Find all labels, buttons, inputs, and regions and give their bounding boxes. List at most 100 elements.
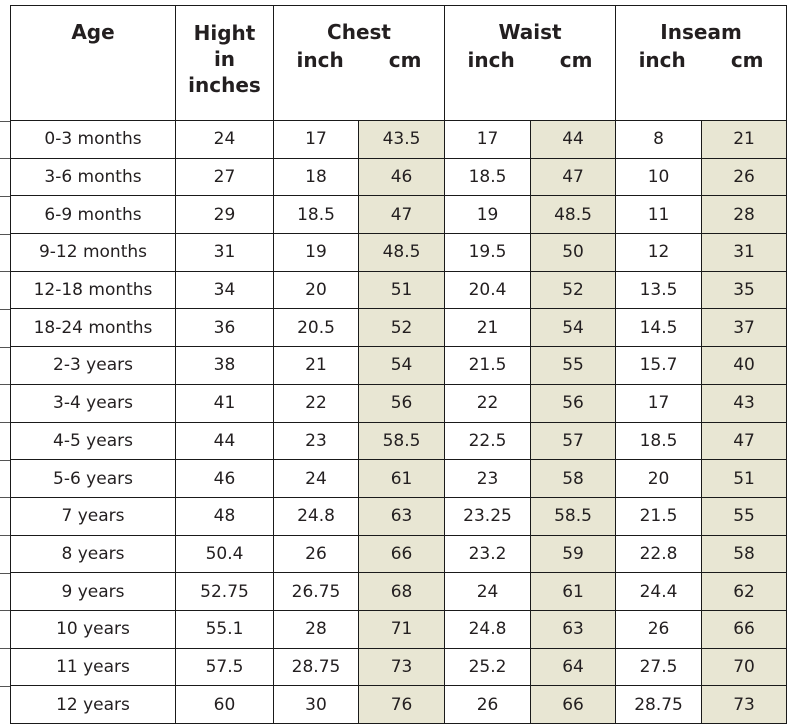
value-cell: 26 [701, 157, 788, 197]
value-cell: 22 [444, 383, 532, 423]
value-cell: 22 [273, 383, 359, 423]
value-cell: 27 [175, 157, 274, 197]
value-cell: 50.4 [175, 534, 274, 574]
group-header: Inseam inch cm [615, 5, 788, 121]
value-cell: 44 [175, 421, 274, 461]
table-row: 0-3 months 24 17 43.5 17 44 8 21 [10, 120, 788, 159]
table-body: 0-3 months 24 17 43.5 17 44 8 21 3-6 months 27 18 4… [10, 120, 788, 724]
value-cell: 25.2 [444, 647, 532, 687]
value-cell: 21 [701, 120, 788, 159]
value-cell: 26 [444, 685, 532, 724]
table-row: 8 years 50.4 26 66 23.2 59 22.8 58 [10, 534, 788, 574]
value-cell: 28 [273, 609, 359, 649]
table-row: 4-5 years 44 23 58.5 22.5 57 18.5 47 [10, 421, 788, 461]
unit-label: inch [296, 48, 344, 72]
size-table: Age Hight in inches Chest inch cm Waist inch… [10, 5, 788, 724]
height-line: inches [188, 73, 261, 97]
value-cell: 28 [701, 195, 788, 235]
unit-label: cm [730, 48, 764, 72]
value-cell: 28.75 [615, 685, 703, 724]
value-cell: 52 [530, 270, 617, 310]
value-cell: 40 [701, 346, 788, 385]
value-cell: 60 [175, 685, 274, 724]
edge-tick [0, 648, 10, 650]
height-line: in [213, 47, 236, 71]
value-cell: 19 [444, 195, 532, 235]
value-cell: 23.25 [444, 496, 532, 536]
value-cell: 36 [175, 308, 274, 348]
edge-tick [0, 308, 10, 310]
value-cell: 18 [273, 157, 359, 197]
value-cell: 24 [273, 459, 359, 498]
edge-tick [0, 610, 10, 612]
age-cell: 4-5 years [10, 421, 176, 461]
value-cell: 48.5 [357, 233, 446, 272]
value-cell: 70 [701, 647, 788, 687]
value-cell: 57 [530, 421, 617, 461]
edge-tick [0, 459, 10, 461]
value-cell: 54 [530, 308, 617, 348]
value-cell: 50 [530, 233, 617, 272]
edge-tick [0, 233, 10, 235]
age-cell: 18-24 months [10, 308, 176, 348]
value-cell: 17 [444, 120, 532, 159]
value-cell: 52 [357, 308, 446, 348]
age-cell: 3-6 months [10, 157, 176, 197]
value-cell: 34 [175, 270, 274, 310]
value-cell: 30 [273, 685, 359, 724]
value-cell: 24.4 [615, 572, 703, 611]
value-cell: 44 [530, 120, 617, 159]
value-cell: 21.5 [615, 496, 703, 536]
group-header: Waist inch cm [444, 5, 617, 121]
value-cell: 20.5 [273, 308, 359, 348]
value-cell: 18.5 [273, 195, 359, 235]
edge-tick [0, 271, 10, 273]
value-cell: 58.5 [357, 421, 446, 461]
value-cell: 26 [273, 534, 359, 574]
value-cell: 20 [615, 459, 703, 498]
value-cell: 61 [357, 459, 446, 498]
value-cell: 56 [530, 383, 617, 423]
unit-label: cm [559, 48, 593, 72]
value-cell: 18.5 [615, 421, 703, 461]
value-cell: 48 [175, 496, 274, 536]
value-cell: 47 [530, 157, 617, 197]
value-cell: 18.5 [444, 157, 532, 197]
table-row: 5-6 years 46 24 61 23 58 20 51 [10, 459, 788, 498]
value-cell: 19.5 [444, 233, 532, 272]
age-header: Age [10, 5, 176, 121]
value-cell: 26 [615, 609, 703, 649]
value-cell: 17 [273, 120, 359, 159]
value-cell: 17 [615, 383, 703, 423]
edge-tick [0, 422, 10, 423]
edge-tick [0, 685, 10, 687]
edge-tick [0, 535, 10, 537]
table-row: 3-6 months 27 18 46 18.5 47 10 26 [10, 157, 788, 197]
value-cell: 59 [530, 534, 617, 574]
table-row: 9 years 52.75 26.75 68 24 61 24.4 62 [10, 572, 788, 611]
header-row: Age Hight in inches Chest inch cm Waist inch… [10, 5, 788, 121]
value-cell: 52.75 [175, 572, 274, 611]
age-cell: 3-4 years [10, 383, 176, 423]
edge-tick [0, 346, 10, 348]
value-cell: 11 [615, 195, 703, 235]
value-cell: 21 [273, 346, 359, 385]
value-cell: 23 [444, 459, 532, 498]
value-cell: 63 [530, 609, 617, 649]
age-cell: 2-3 years [10, 346, 176, 385]
value-cell: 43.5 [357, 120, 446, 159]
table-row: 12 years 60 30 76 26 66 28.75 73 [10, 685, 788, 724]
value-cell: 31 [701, 233, 788, 272]
age-cell: 0-3 months [10, 120, 176, 159]
value-cell: 58 [530, 459, 617, 498]
edge-tick [0, 384, 10, 386]
age-cell: 11 years [10, 647, 176, 687]
unit-label: inch [638, 48, 686, 72]
value-cell: 14.5 [615, 308, 703, 348]
height-line: Hight [193, 21, 256, 45]
value-cell: 68 [357, 572, 446, 611]
value-cell: 58.5 [530, 496, 617, 536]
age-cell: 10 years [10, 609, 176, 649]
value-cell: 21 [444, 308, 532, 348]
